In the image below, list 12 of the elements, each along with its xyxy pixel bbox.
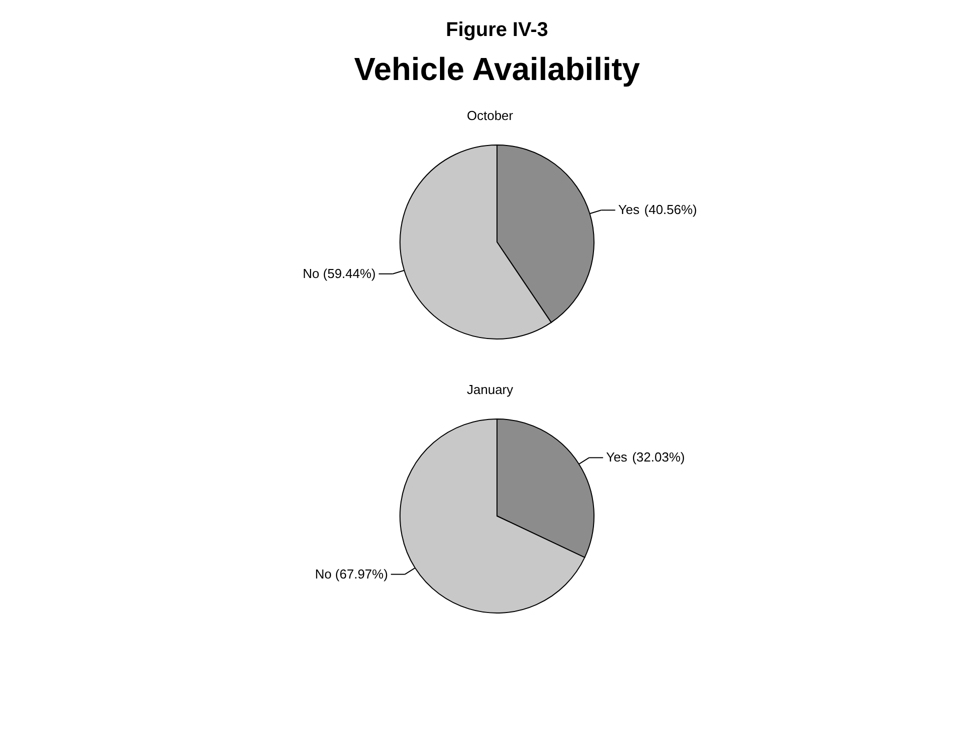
chart-title: January <box>466 382 514 397</box>
data-label: (67.97%) <box>335 566 388 582</box>
legend-label: Yes <box>606 450 628 465</box>
data-label: (40.56%) <box>644 202 698 218</box>
data-label: (59.44%) <box>323 266 376 281</box>
legend-label: Yes <box>618 202 640 218</box>
text: Vehicle Availability <box>354 51 640 87</box>
slice-label: No <box>314 566 332 582</box>
data-label: (32.03%) <box>632 450 685 465</box>
slice-label: No <box>302 266 320 281</box>
chart-title: October <box>466 108 514 123</box>
text: Figure IV-3 <box>446 19 548 41</box>
